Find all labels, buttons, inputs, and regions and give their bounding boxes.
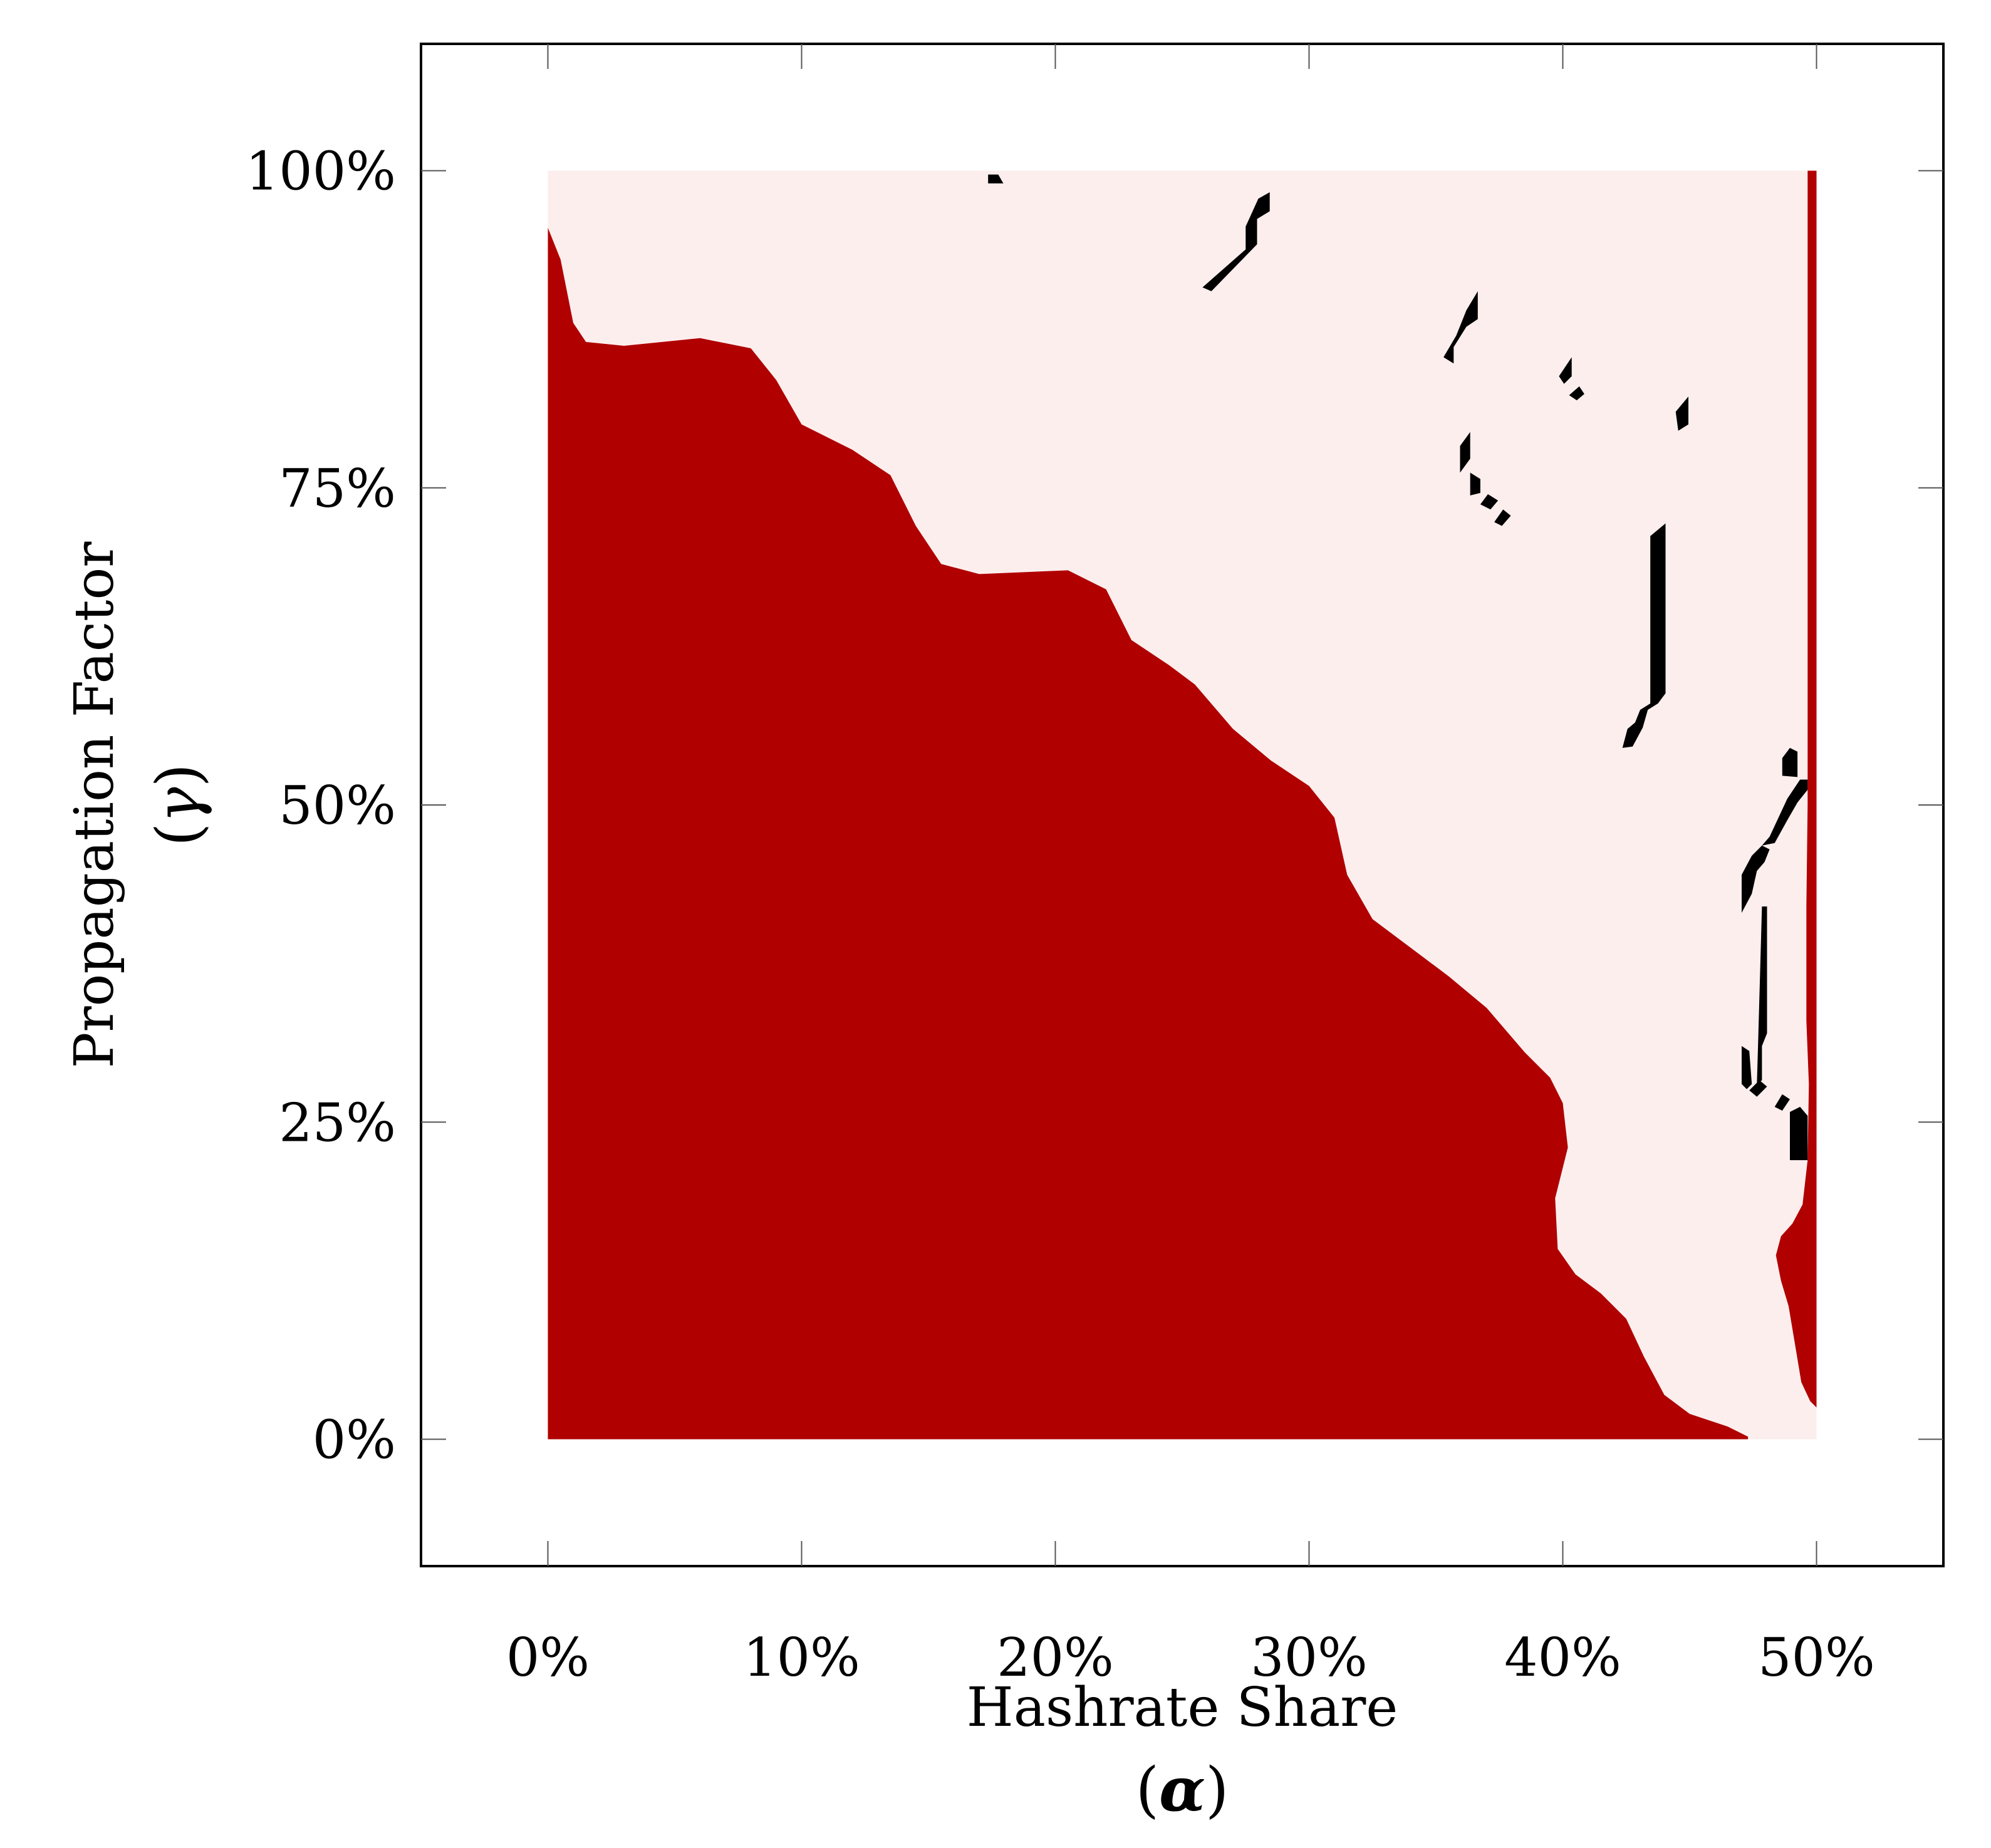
marker-patch	[1790, 1106, 1808, 1160]
x-tick-label: 0%	[506, 1627, 590, 1688]
marker-patch	[1757, 906, 1767, 1084]
y-axis-symbol-value: γ	[143, 787, 214, 823]
y-axis-title: Propagation Factor	[63, 541, 126, 1069]
marker-patch	[1559, 357, 1572, 384]
marker-patch	[1742, 1046, 1752, 1089]
y-axis-symbol-group: (γ)	[143, 764, 214, 846]
x-tick-label: 30%	[1250, 1627, 1368, 1688]
x-tick-label: 40%	[1504, 1627, 1621, 1688]
axis-ticks: 0% 10% 20% 30% 40% 50% 0% 25% 50% 75% 100%	[246, 44, 1943, 1688]
marker-patch	[1762, 779, 1808, 846]
x-axis-symbol: (α)	[1136, 1754, 1229, 1825]
marker-patch	[1202, 192, 1270, 291]
y-tick-label: 25%	[279, 1092, 396, 1153]
marker-patch	[1480, 494, 1499, 510]
plot-area	[548, 170, 1817, 1440]
marker-patch	[1470, 472, 1480, 496]
marker-patch	[1494, 509, 1511, 526]
marker-patch	[1460, 432, 1470, 473]
y-axis-symbol: (γ)	[143, 764, 214, 846]
marker-patch	[1782, 747, 1798, 777]
marker-patch	[1569, 386, 1584, 400]
marker-patch	[1622, 523, 1666, 748]
x-tick-label: 50%	[1758, 1627, 1875, 1688]
y-axis-title-group: Propagation Factor	[63, 541, 126, 1069]
dark-region	[548, 227, 1749, 1440]
x-tick-label: 10%	[743, 1627, 860, 1688]
y-tick-label: 0%	[313, 1409, 396, 1471]
marker-patch	[1749, 1080, 1767, 1097]
marker-patch	[1774, 1094, 1790, 1111]
marker-patch	[1443, 291, 1478, 364]
dark-region-right-strip	[1775, 170, 1817, 1408]
x-tick-label: 20%	[997, 1627, 1114, 1688]
y-tick-label: 50%	[279, 775, 396, 836]
x-axis-title: Hashrate Share	[967, 1676, 1398, 1739]
x-axis-symbol-value: α	[1159, 1754, 1205, 1825]
marker-patch	[1742, 845, 1770, 913]
marker-patch	[1675, 397, 1688, 431]
marker-patch	[988, 174, 1004, 184]
y-tick-label: 100%	[246, 141, 396, 202]
y-tick-label: 75%	[279, 458, 396, 519]
